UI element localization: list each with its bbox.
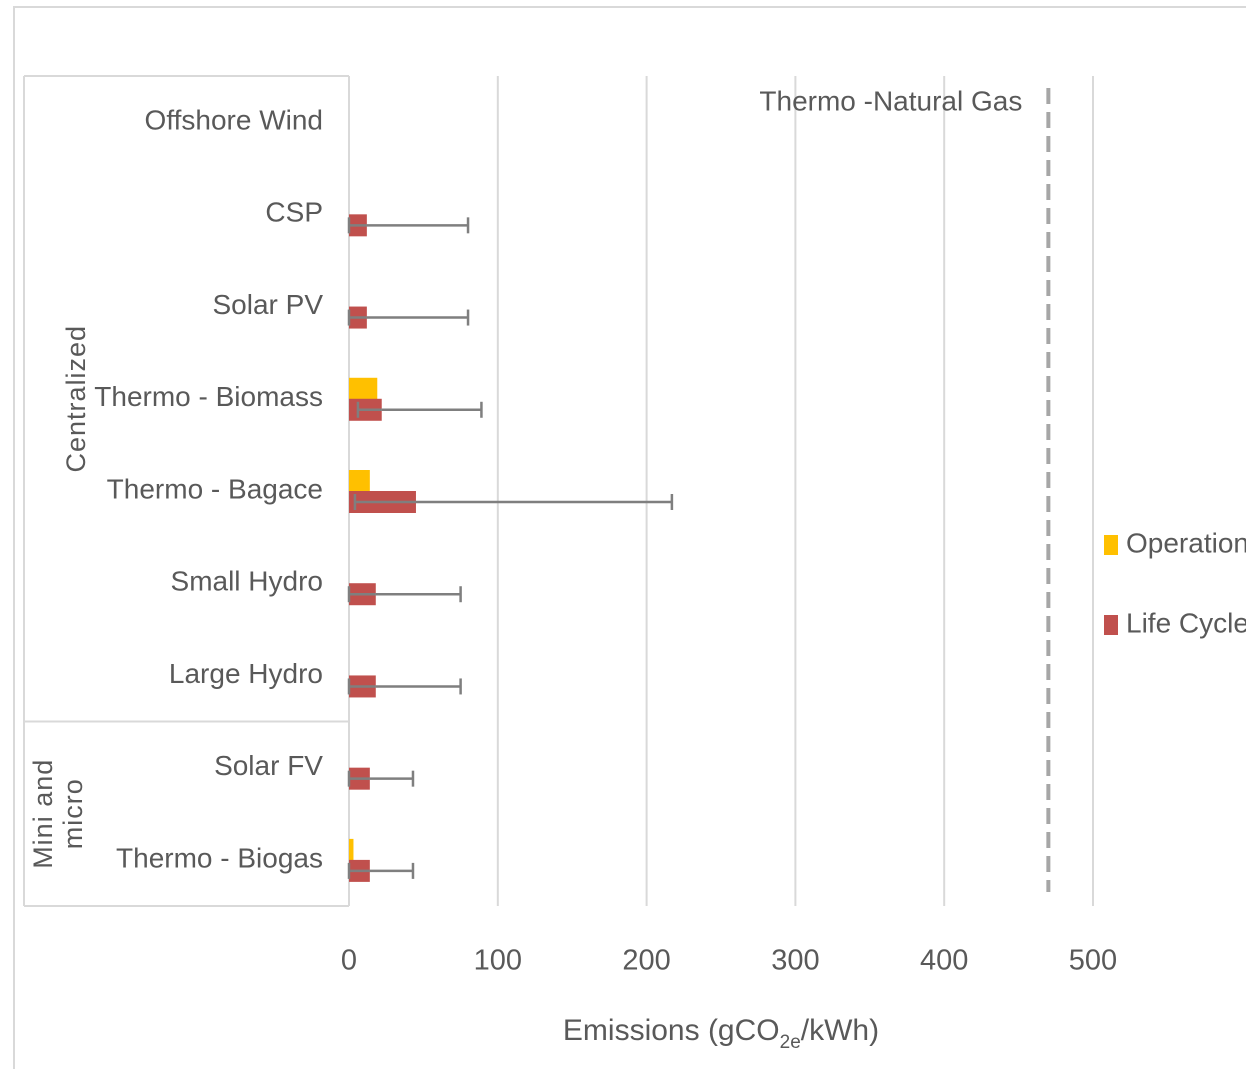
x-label-part: /kWh) xyxy=(801,1014,879,1047)
group-label: Centralized xyxy=(61,325,91,473)
x-tick-label: 300 xyxy=(771,945,819,977)
bar xyxy=(349,838,354,861)
chart-border xyxy=(13,6,1246,1069)
legend-label: Life Cycle xyxy=(1126,607,1246,638)
reference-label: Thermo -Natural Gas xyxy=(759,85,1022,116)
legend-label: Operation xyxy=(1126,527,1246,558)
x-tick-label: 400 xyxy=(920,945,968,977)
y-tick-label: Thermo - Biogas xyxy=(116,842,323,873)
legend-swatch xyxy=(1104,535,1118,555)
y-tick-label: Thermo - Bagace xyxy=(107,473,323,504)
x-label-subscript: 2e xyxy=(780,1032,801,1053)
x-axis-label: Emissions (gCO2e/kWh) xyxy=(563,1014,879,1053)
y-tick-label: Solar FV xyxy=(214,750,323,781)
legend-swatch xyxy=(1104,615,1118,635)
x-tick-label: 0 xyxy=(341,945,357,977)
x-tick-label: 200 xyxy=(622,945,670,977)
y-tick-label: Solar PV xyxy=(213,289,324,320)
group-label: micro xyxy=(58,778,88,849)
y-tick-label: Small Hydro xyxy=(171,566,323,597)
x-tick-label: 500 xyxy=(1069,945,1117,977)
y-tick-label: Large Hydro xyxy=(169,658,323,689)
y-tick-label: Offshore Wind xyxy=(145,105,323,136)
x-label-part: Emissions (gCO xyxy=(563,1014,780,1047)
bar xyxy=(349,377,378,400)
x-tick-label: 100 xyxy=(474,945,522,977)
group-label: Mini and xyxy=(28,759,58,869)
y-tick-label: Thermo - Biomass xyxy=(94,381,323,412)
bar xyxy=(349,470,370,492)
y-tick-label: CSP xyxy=(265,197,323,228)
